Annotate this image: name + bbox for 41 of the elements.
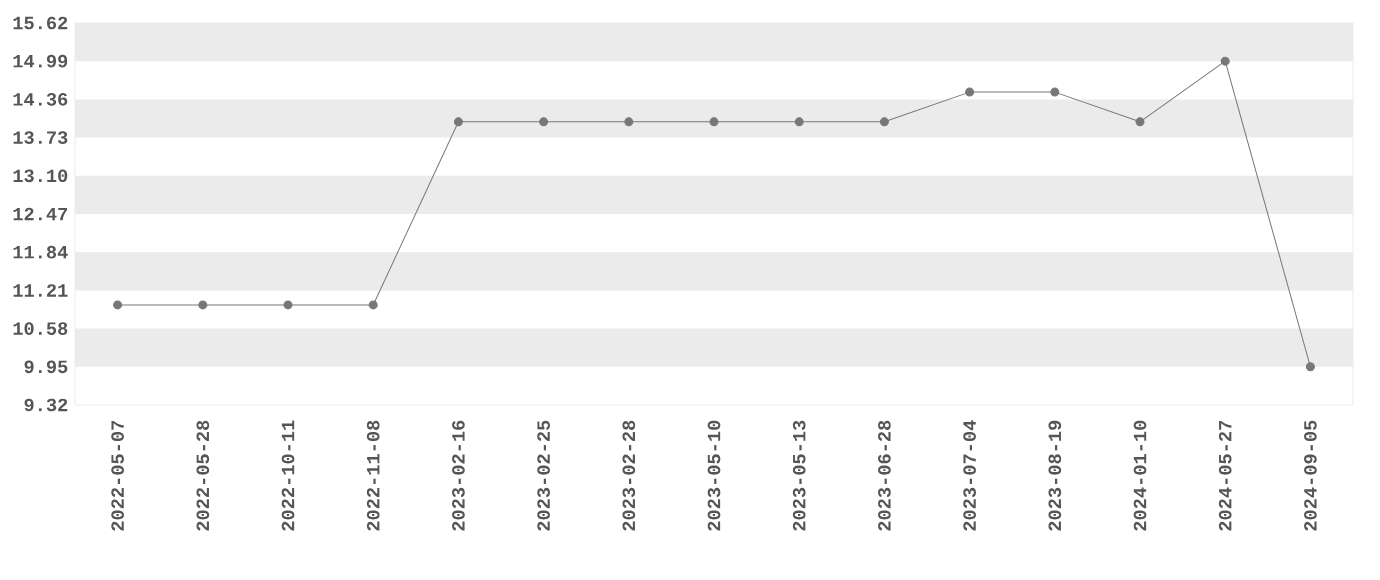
y-tick-label: 10.58 [13, 322, 68, 335]
y-tick-label: 13.10 [13, 169, 68, 183]
point [1220, 56, 1230, 66]
point [198, 300, 208, 310]
y-tick-label: 14.99 [13, 54, 68, 68]
point [1305, 362, 1315, 372]
x-tick-label: 2023-02-28 [622, 420, 636, 531]
y-tick-label: 11.21 [13, 284, 68, 297]
y-tick-label: 9.95 [24, 360, 68, 374]
point [879, 117, 889, 127]
point [113, 300, 123, 310]
x-tick-label: 2022-11-08 [366, 420, 380, 531]
x-tick-label: 2022-05-28 [196, 420, 210, 531]
x-tick-label: 2022-05-07 [111, 420, 124, 531]
x-tick-label: 2022-10-11 [281, 420, 295, 531]
point [709, 117, 719, 127]
x-tick-label: 2023-06-28 [878, 420, 891, 531]
x-tick-label: 2023-08-19 [1048, 420, 1062, 531]
y-tick-label: 11.84 [13, 245, 68, 259]
x-tick-label: 2023-02-16 [452, 420, 465, 531]
x-tick-label: 2023-05-13 [792, 420, 806, 531]
x-tick-label: 2024-05-27 [1218, 420, 1232, 531]
point [1135, 117, 1145, 127]
x-tick-label: 2023-05-10 [707, 420, 721, 531]
point [453, 117, 463, 127]
x-tick-label: 2023-07-04 [963, 420, 976, 531]
point [283, 300, 293, 310]
x-tick-label: 2024-09-05 [1304, 420, 1317, 531]
point [368, 300, 378, 310]
point [539, 117, 549, 127]
point [965, 87, 975, 97]
y-tick-label: 9.32 [24, 398, 68, 412]
y-tick-label: 13.73 [13, 131, 68, 144]
point [794, 117, 804, 127]
y-tick-label: 12.47 [13, 207, 68, 221]
point [1050, 87, 1060, 97]
y-tick-label: 15.62 [13, 16, 68, 30]
x-tick-label: 2023-02-25 [537, 420, 550, 531]
y-tick-label: 14.36 [13, 93, 68, 106]
x-tick-label: 2024-01-10 [1133, 420, 1147, 531]
point [624, 117, 634, 127]
